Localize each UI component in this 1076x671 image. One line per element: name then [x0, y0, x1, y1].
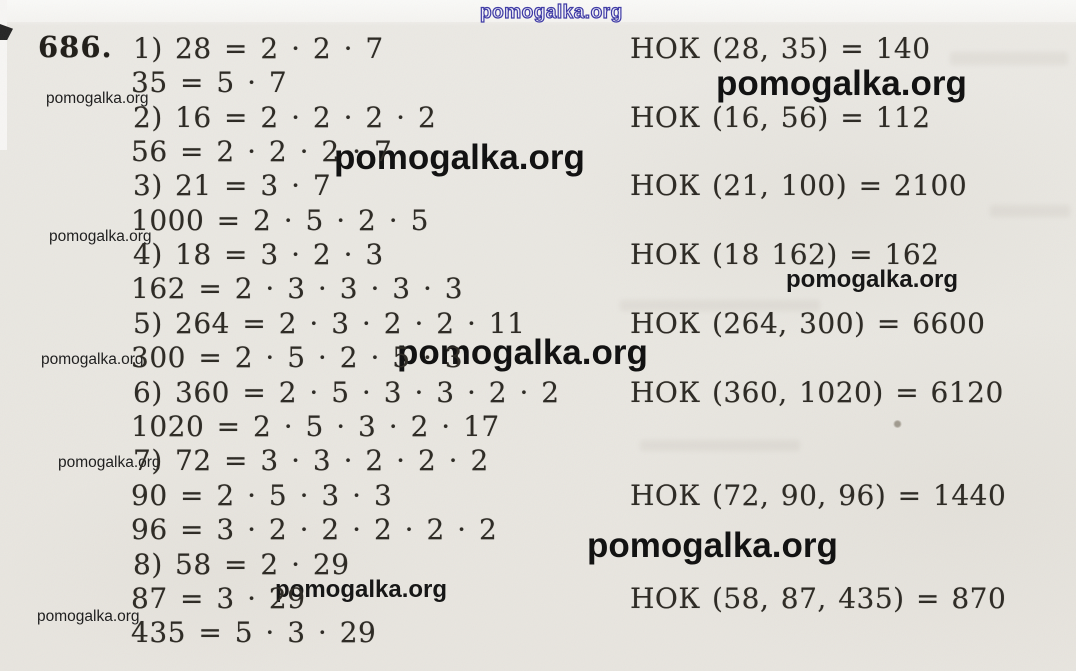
equation: 264 = 2 · 3 · 2 · 2 · 11 — [175, 307, 526, 340]
equation: 21 = 3 · 7 — [175, 169, 332, 202]
equation: 90 = 2 · 5 · 3 · 3 — [131, 479, 393, 512]
factorization-line: 4) 18 = 3 · 2 · 3 — [133, 241, 384, 269]
bleedthrough-mark — [640, 440, 800, 451]
lcm-result: НОК (264, 300) = 6600 — [630, 307, 986, 340]
factorization-line: 7) 72 = 3 · 3 · 2 · 2 · 2 — [133, 447, 489, 475]
factorization-line: 162 = 2 · 3 · 3 · 3 · 3 — [131, 275, 463, 303]
problem-number: 686. — [38, 30, 113, 64]
factorization-line: 3) 21 = 3 · 7 — [133, 172, 331, 200]
factorization-line: 56 = 2 · 2 · 2 · 7 — [131, 138, 392, 166]
factorization-line: 8) 58 = 2 · 29 — [133, 551, 350, 579]
equation: 300 = 2 · 5 · 2 · 5 · 3 — [131, 341, 464, 374]
factorization-line: 90 = 2 · 5 · 3 · 3 — [131, 482, 392, 510]
factorization-line: 5) 264 = 2 · 3 · 2 · 2 · 11 — [133, 310, 525, 338]
bleedthrough-mark — [950, 52, 1068, 65]
item-number: 3) — [133, 169, 163, 202]
watermark-pomogalka: pomogalka.org — [716, 64, 967, 103]
watermark-pomogalka: pomogalka.org — [41, 351, 144, 368]
equation: 72 = 3 · 3 · 2 · 2 · 2 — [175, 444, 489, 477]
item-number: 4) — [133, 238, 163, 271]
item-number: 8) — [133, 548, 163, 581]
watermark-pomogalka: pomogalka.org — [786, 266, 959, 293]
equation: 16 = 2 · 2 · 2 · 2 — [175, 101, 437, 134]
item-number: 6) — [133, 376, 163, 409]
lcm-result: НОК (360, 1020) = 6120 — [630, 376, 1004, 409]
lcm-result: НОК (21, 100) = 2100 — [630, 169, 968, 202]
factorization-line: 87 = 3 · 29 — [131, 585, 306, 613]
factorization-line: 2) 16 = 2 · 2 · 2 · 2 — [133, 104, 436, 132]
item-number: 1) — [133, 32, 163, 65]
factorization-line: 96 = 3 · 2 · 2 · 2 · 2 · 2 — [131, 516, 497, 544]
lcm-result: НОК (72, 90, 96) = 1440 — [630, 479, 1007, 512]
watermark-pomogalka: pomogalka.org — [587, 526, 838, 565]
equation: 1000 = 2 · 5 · 2 · 5 — [131, 204, 429, 237]
factorization-line: 35 = 5 · 7 — [131, 69, 287, 97]
lcm-result: НОК (58, 87, 435) = 870 — [630, 582, 1007, 615]
item-number: 2) — [133, 101, 163, 134]
factorization-line: 435 = 5 · 3 · 29 — [131, 619, 376, 647]
bleedthrough-mark — [990, 205, 1070, 217]
lcm-result: НОК (16, 56) = 112 — [630, 101, 931, 134]
item-number: 7) — [133, 444, 163, 477]
scan-left-margin — [0, 0, 7, 150]
equation: 1020 = 2 · 5 · 3 · 2 · 17 — [131, 410, 500, 443]
factorization-line: 1020 = 2 · 5 · 3 · 2 · 17 — [131, 413, 500, 441]
watermark-pomogalka: pomogalka.org — [37, 608, 140, 625]
factorization-line: 1) 28 = 2 · 2 · 7 — [133, 35, 384, 63]
equation: 360 = 2 · 5 · 3 · 3 · 2 · 2 — [175, 376, 560, 409]
watermark-pomogalka-top: pomogalka.org — [479, 2, 623, 23]
factorization-line: 6) 360 = 2 · 5 · 3 · 3 · 2 · 2 — [133, 379, 560, 407]
lcm-result: НОК (28, 35) = 140 — [630, 32, 931, 65]
equation: 28 = 2 · 2 · 7 — [175, 32, 384, 65]
equation: 162 = 2 · 3 · 3 · 3 · 3 — [131, 272, 464, 305]
equation: 18 = 3 · 2 · 3 — [175, 238, 384, 271]
lcm-result: НОК (18 162) = 162 — [630, 238, 940, 271]
equation: 58 = 2 · 29 — [175, 548, 350, 581]
equation: 435 = 5 · 3 · 29 — [131, 616, 377, 649]
equation: 56 = 2 · 2 · 2 · 7 — [131, 135, 393, 168]
item-number: 5) — [133, 307, 163, 340]
equation: 35 = 5 · 7 — [131, 66, 288, 99]
equation: 87 = 3 · 29 — [131, 582, 306, 615]
factorization-line: 300 = 2 · 5 · 2 · 5 · 3 — [131, 344, 463, 372]
paper-smudge — [893, 420, 902, 428]
equation: 96 = 3 · 2 · 2 · 2 · 2 · 2 — [131, 513, 498, 546]
factorization-line: 1000 = 2 · 5 · 2 · 5 — [131, 207, 429, 235]
